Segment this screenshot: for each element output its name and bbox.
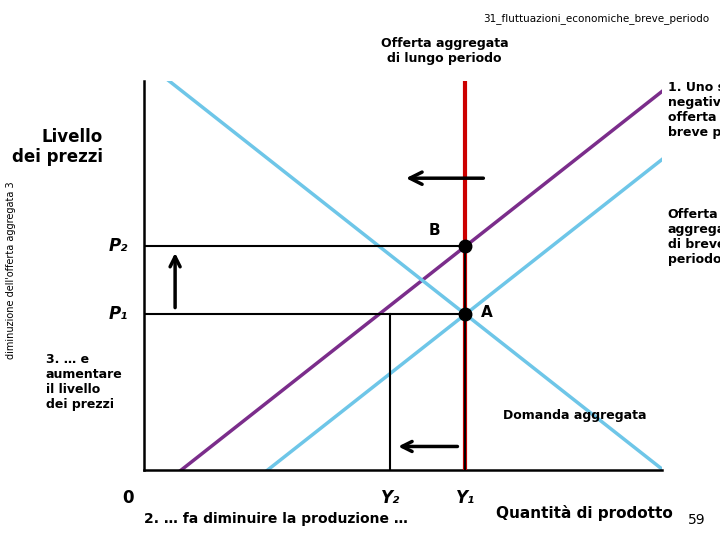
- Text: Y₂: Y₂: [381, 489, 400, 507]
- Text: 1. Uno spostamento
negativo della curva di
offerta aggregata di
breve periodo …: 1. Uno spostamento negativo della curva …: [667, 81, 720, 139]
- Text: 31_fluttuazioni_economiche_breve_periodo: 31_fluttuazioni_economiche_breve_periodo: [483, 14, 709, 24]
- Text: Domanda aggregata: Domanda aggregata: [503, 409, 647, 422]
- Text: 2. … fa diminuire la produzione …: 2. … fa diminuire la produzione …: [144, 512, 408, 526]
- Text: P₁: P₁: [109, 305, 128, 323]
- Text: Offerta aggregata
di lungo periodo: Offerta aggregata di lungo periodo: [381, 37, 508, 65]
- Text: A: A: [481, 305, 492, 320]
- Text: Offerta
aggregata
di breve
periodo, AS₁: Offerta aggregata di breve periodo, AS₁: [667, 207, 720, 266]
- Text: Livello
dei prezzi: Livello dei prezzi: [12, 127, 102, 166]
- Text: Quantità di prodotto: Quantità di prodotto: [496, 505, 672, 521]
- Text: Y₁: Y₁: [456, 489, 475, 507]
- Text: B: B: [428, 224, 440, 239]
- Text: 0: 0: [122, 489, 134, 507]
- Text: diminuzione dell'offerta aggregata 3: diminuzione dell'offerta aggregata 3: [6, 181, 16, 359]
- Text: 3. … e
aumentare
il livello
dei prezzi: 3. … e aumentare il livello dei prezzi: [45, 353, 122, 411]
- Text: 59: 59: [688, 512, 706, 526]
- Text: P₂: P₂: [109, 237, 128, 255]
